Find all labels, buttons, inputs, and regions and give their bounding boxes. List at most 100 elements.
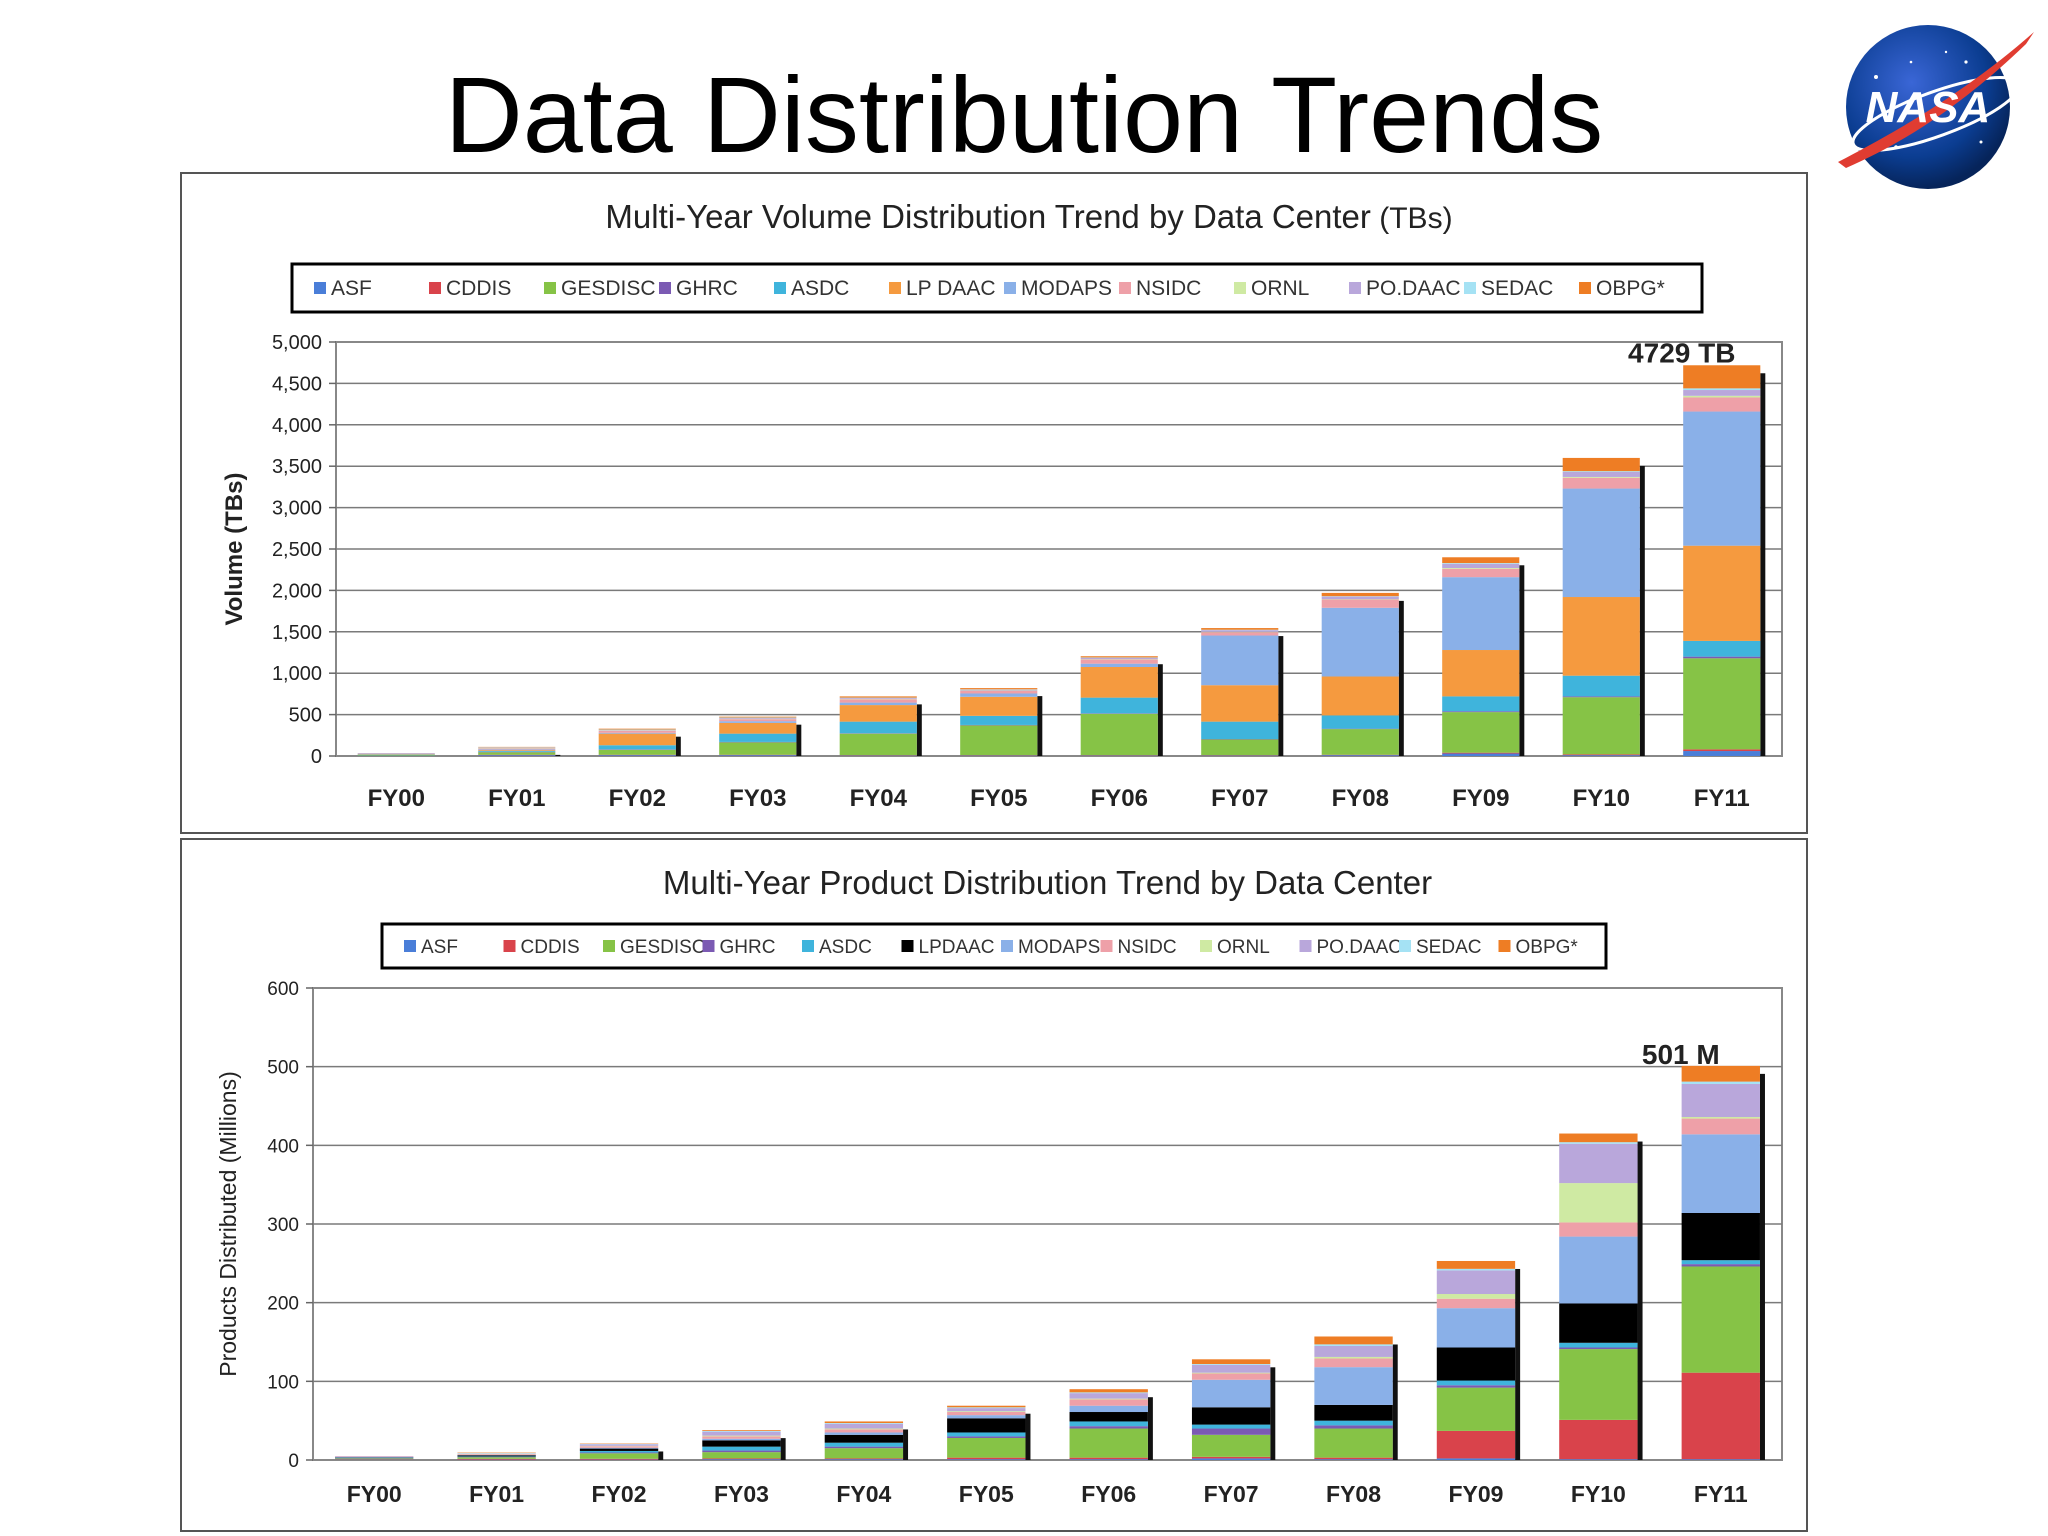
bar-segment-obpg — [598, 728, 676, 730]
y-tick-label: 200 — [267, 1294, 299, 1315]
legend-swatch — [503, 940, 516, 952]
y-tick-label: 100 — [267, 1372, 299, 1393]
legend-label: OBPG* — [1516, 937, 1579, 958]
bar-segment-podaac — [1562, 471, 1640, 477]
bar-segment-gesdisc — [478, 752, 556, 755]
bar-segment-asf — [1442, 753, 1520, 756]
bar-segment-nsidc — [1683, 397, 1761, 412]
bar-segment-asdc — [1681, 1260, 1760, 1265]
bar-segment-lpdaac — [839, 705, 917, 722]
chart-title-main: Multi-Year Product Distribution Trend by… — [663, 864, 1432, 901]
bar-segment-gesdisc — [335, 1458, 414, 1460]
bar-segment-podaac — [1080, 657, 1158, 660]
bar-segment-asf — [1069, 1459, 1148, 1460]
product-chart-panel: Multi-Year Product Distribution Trend by… — [180, 838, 1808, 1532]
bar-segment-nsidc — [457, 1454, 536, 1455]
bar-segment-asf — [598, 755, 676, 756]
legend-swatch — [889, 282, 901, 294]
bar-segment-lpdaac — [478, 750, 556, 752]
bar-segment-ornl — [1559, 1183, 1638, 1223]
bar-segment-nsidc — [1562, 477, 1640, 489]
legend-swatch — [1299, 940, 1312, 952]
bar-shadow — [675, 736, 681, 756]
bar-segment-nsidc — [1321, 599, 1399, 608]
bar-segment-asdc — [478, 751, 556, 752]
bar-segment-lpdaac — [1314, 1404, 1393, 1421]
bar-segment-modaps — [1681, 1134, 1760, 1213]
bar-segment-podaac — [824, 1423, 904, 1429]
bar-segment-ornl — [1442, 568, 1520, 569]
bar-segment-modaps — [478, 749, 556, 751]
bar-segment-obpg — [1191, 1359, 1271, 1365]
legend-swatch — [1579, 282, 1591, 294]
bar-segment-lpdaac — [1080, 666, 1158, 698]
bar-segment-obpg — [1436, 1260, 1516, 1269]
bar-segment-asf — [1191, 1458, 1271, 1460]
bar-segment-ghrc — [1559, 1347, 1638, 1350]
bar-segment-sedac — [1681, 1081, 1760, 1084]
legend-label: GESDISC — [561, 277, 656, 300]
legend-label: ASF — [421, 937, 458, 958]
bar-shadow — [1037, 696, 1043, 756]
bar-segment-lpdaac — [824, 1434, 904, 1443]
bar-segment-modaps — [1436, 1308, 1516, 1348]
chart-title-suffix: (TBs) — [1371, 202, 1453, 235]
bar-segment-gesdisc — [1314, 1428, 1393, 1458]
x-tick-label: FY03 — [714, 1481, 769, 1507]
bar-segment-cddis — [579, 1458, 659, 1460]
legend-swatch — [1399, 940, 1411, 952]
bar-segment-podaac — [1191, 1364, 1271, 1373]
bar-segment-asdc — [1201, 721, 1279, 740]
y-tick-label: 600 — [267, 979, 299, 1000]
y-tick-label: 3,000 — [272, 498, 322, 520]
bar-segment-podaac — [1681, 1083, 1760, 1118]
bar-segment-modaps — [1314, 1367, 1393, 1405]
legend-swatch — [901, 940, 914, 952]
bar-segment-gesdisc — [1442, 712, 1520, 753]
bar-segment-asf — [478, 755, 556, 756]
bar-segment-nsidc — [1069, 1399, 1148, 1406]
legend-swatch — [1498, 940, 1511, 952]
legend-label: ORNL — [1251, 277, 1309, 300]
y-tick-label: 400 — [267, 1136, 299, 1157]
bar-segment-cddis — [947, 1457, 1026, 1460]
x-tick-label: FY05 — [970, 785, 1027, 812]
bar-segment-asdc — [579, 1450, 659, 1453]
bar-segment-gesdisc — [457, 1457, 536, 1459]
bar-segment-ornl — [947, 1411, 1026, 1413]
bar-segment-podaac — [1314, 1345, 1393, 1357]
bar-segment-lpdaac — [1069, 1412, 1148, 1422]
bar-segment-modaps — [839, 702, 917, 706]
bar-segment-modaps — [1683, 411, 1761, 546]
bar-segment-ghrc — [1191, 1428, 1271, 1435]
bar-shadow — [1515, 1268, 1521, 1460]
bar-segment-cddis — [1681, 1372, 1760, 1460]
bar-segment-asdc — [839, 721, 917, 734]
bar-segment-ghrc — [1683, 656, 1761, 659]
bar-segment-podaac — [1321, 596, 1399, 600]
bar-segment-lpdaac — [579, 1448, 659, 1451]
bar-segment-lpdaac — [1683, 545, 1761, 641]
chart-title-main: Multi-Year Volume Distribution Trend by … — [605, 198, 1370, 235]
bar-segment-ornl — [1436, 1294, 1516, 1299]
y-tick-label: 1,500 — [272, 622, 322, 644]
bar-segment-ornl — [702, 1435, 781, 1437]
y-tick-label: 500 — [289, 705, 322, 727]
bar-segment-asdc — [1562, 675, 1640, 697]
bar-segment-asf — [1436, 1458, 1516, 1460]
bar-segment-nsidc — [1191, 1373, 1271, 1380]
bar-segment-obpg — [1562, 457, 1640, 472]
bar-shadow — [1637, 1141, 1643, 1460]
bar-segment-podaac — [579, 1444, 659, 1446]
bar-segment-asdc — [1559, 1342, 1638, 1348]
x-tick-label: FY06 — [1091, 785, 1148, 812]
bar-segment-nsidc — [947, 1412, 1026, 1416]
bar-segment-asdc — [719, 733, 797, 742]
legend-swatch — [774, 282, 786, 294]
legend-label: SEDAC — [1481, 277, 1553, 300]
bar-shadow — [555, 754, 561, 756]
bar-segment-asf — [1314, 1459, 1393, 1460]
bar-segment-ornl — [1069, 1398, 1148, 1400]
bar-segment-obpg — [1080, 656, 1158, 658]
x-tick-label: FY10 — [1573, 785, 1630, 812]
